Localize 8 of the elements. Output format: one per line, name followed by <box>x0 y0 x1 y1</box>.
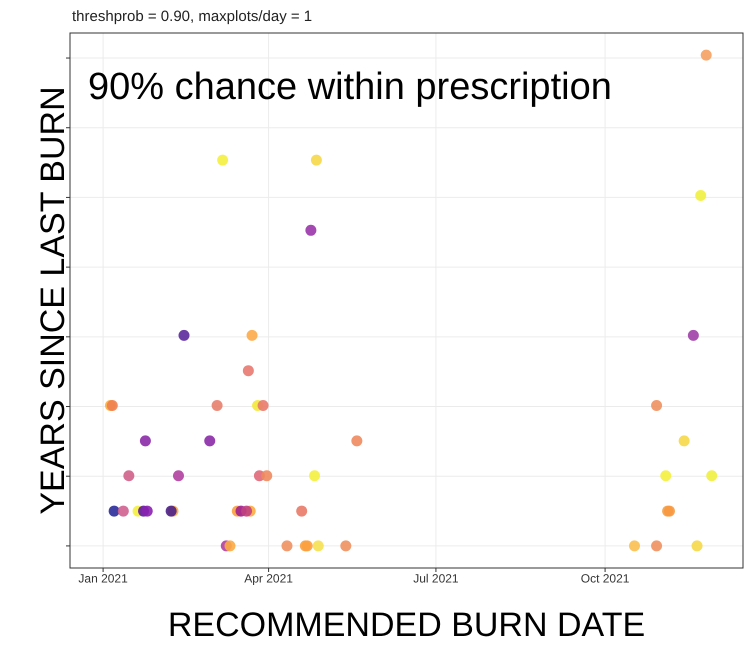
y-axis-title: YEARS SINCE LAST BURN <box>34 86 72 515</box>
x-axis-title: RECOMMENDED BURN DATE <box>168 606 646 644</box>
x-tick-label: Oct 2021 <box>580 572 630 586</box>
annotation: 90% chance within prescription <box>88 66 612 109</box>
chart-title: threshprob = 0.90, maxplots/day = 1 <box>72 8 312 25</box>
x-tick-label: Jan 2021 <box>78 572 128 586</box>
x-tick-label: Apr 2021 <box>244 572 294 586</box>
x-tick-label: Jul 2021 <box>413 572 459 586</box>
